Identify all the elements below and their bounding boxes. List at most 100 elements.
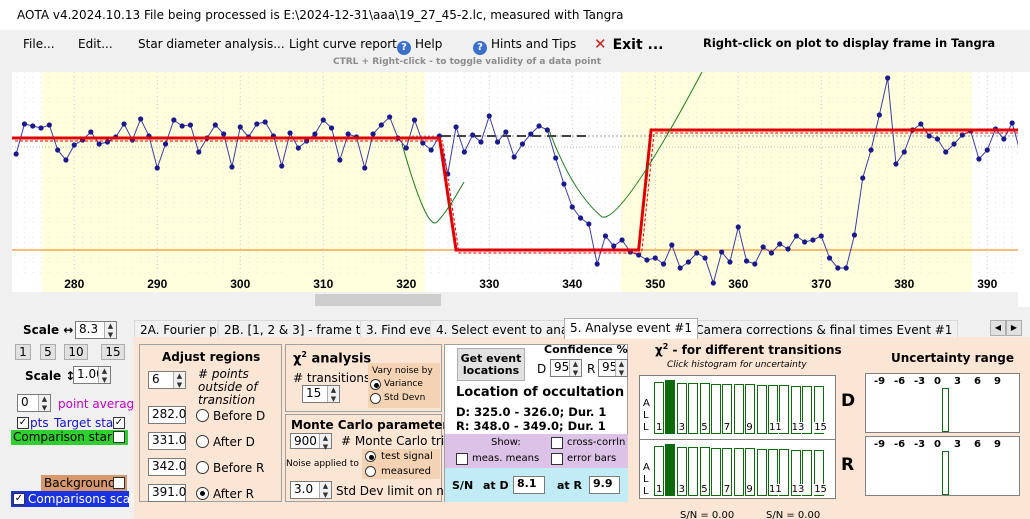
step-15-button[interactable]: 15 <box>101 344 125 360</box>
step-5-button[interactable]: 5 <box>40 344 56 360</box>
histogram-bar[interactable] <box>768 385 778 434</box>
histogram-bar[interactable] <box>722 383 733 434</box>
tab-select-event[interactable]: 4. Select event to analyse <box>430 320 599 338</box>
menu-file[interactable]: File... <box>23 37 55 51</box>
histogram-bar[interactable] <box>733 384 744 434</box>
menu-light-curve-report[interactable]: Light curve report <box>289 37 397 51</box>
histogram-bar[interactable] <box>665 380 676 434</box>
pts-checkbox[interactable]: ✓ <box>17 417 29 429</box>
histogram-bar[interactable] <box>688 382 699 434</box>
get-event-locations-button[interactable]: Get event locations <box>457 348 525 381</box>
spin-arrows-icon[interactable]: ▲ ▼ <box>615 360 627 377</box>
spin-arrows-icon[interactable]: ▲ ▼ <box>569 360 581 377</box>
confidence-d-input[interactable]: 95 ▲ ▼ <box>550 359 582 377</box>
light-curve-plot[interactable]: 280 290 300 310 320 330 340 350 360 370 380 390 <box>12 72 1018 292</box>
histogram-bar[interactable] <box>802 449 813 496</box>
tab-frame-test[interactable]: 2B. [1, 2 & 3] - frame test <box>218 320 385 338</box>
uncertainty-r-plot[interactable]: -9 -6 -3 0 3 6 9 <box>865 436 1020 496</box>
test-signal-label: test signal <box>381 451 433 462</box>
tab-scroll-left-icon[interactable]: ◀ <box>990 320 1006 336</box>
histogram-bar[interactable] <box>813 450 824 496</box>
menu-edit[interactable]: Edit... <box>78 37 113 51</box>
scrollbar-thumb[interactable] <box>315 294 441 306</box>
point-average-input[interactable]: 0 ▲ ▼ <box>17 394 51 412</box>
histogram-bar[interactable] <box>722 447 733 496</box>
step-10-button[interactable]: 10 <box>64 344 88 360</box>
histogram-bar[interactable] <box>676 382 687 434</box>
histogram-bar[interactable] <box>802 385 813 434</box>
meas-means-checkbox[interactable] <box>456 453 468 465</box>
histogram-bar[interactable] <box>779 449 790 496</box>
target-star-checkbox[interactable]: ✓ <box>113 417 125 429</box>
comparison-star-checkbox[interactable] <box>113 431 125 443</box>
before-d-radio[interactable] <box>196 409 209 422</box>
before-r-input[interactable]: 342.0 <box>148 458 186 476</box>
after-r-radio[interactable] <box>196 487 209 500</box>
scale-v-input[interactable]: 1.00 ▲ ▼ <box>73 366 111 384</box>
spin-arrows-icon[interactable]: ▲ ▼ <box>38 395 50 412</box>
spin-arrows-icon[interactable]: ▲ ▼ <box>319 482 331 499</box>
menu-hints[interactable]: ? Hints and Tips <box>473 37 576 55</box>
histogram-bar[interactable] <box>779 385 790 434</box>
cross-corrln-checkbox[interactable] <box>551 437 563 449</box>
spin-arrows-icon[interactable]: ▲ ▼ <box>327 386 339 403</box>
test-signal-radio[interactable] <box>365 451 376 462</box>
menu-star-diameter[interactable]: Star diameter analysis... <box>138 37 285 51</box>
spin-arrows-icon[interactable]: ▲ ▼ <box>104 322 116 339</box>
trials-input[interactable]: 900 ▲ ▼ <box>290 433 332 451</box>
menu-help[interactable]: ? Help <box>397 37 442 55</box>
histogram-bar[interactable] <box>790 385 801 434</box>
scale-h-input[interactable]: 8.3 ▲ ▼ <box>75 321 117 339</box>
after-d-radio[interactable] <box>196 435 209 448</box>
histogram-bar[interactable] <box>711 383 721 434</box>
spin-arrows-icon[interactable]: ▲ ▼ <box>98 367 110 384</box>
std-devn-radio[interactable] <box>370 393 381 404</box>
after-r-input[interactable]: 391.0 <box>148 484 186 502</box>
before-d-input[interactable]: 282.0 <box>148 406 186 424</box>
histogram-bar[interactable] <box>790 449 801 496</box>
histogram-bar[interactable] <box>688 446 699 496</box>
before-r-radio[interactable] <box>196 461 209 474</box>
variance-radio[interactable] <box>370 379 381 390</box>
after-d-input[interactable]: 331.0 <box>148 432 186 450</box>
step-1-button[interactable]: 1 <box>15 344 31 360</box>
chi-symbol: χ <box>293 351 302 367</box>
histogram-bar[interactable] <box>813 386 824 434</box>
std-limit-input[interactable]: 3.0 ▲ ▼ <box>290 481 332 499</box>
histogram-bar[interactable] <box>699 383 710 434</box>
background-checkbox[interactable] <box>113 477 125 489</box>
menu-exit[interactable]: ✕ Exit ... <box>594 35 664 53</box>
chi-curve-d <box>401 143 465 224</box>
spin-arrows-icon[interactable]: ▲ ▼ <box>319 434 331 451</box>
horizontal-scrollbar[interactable] <box>12 292 1018 307</box>
histogram-bar[interactable] <box>654 446 664 496</box>
spin-arrows-icon[interactable]: ▲ ▼ <box>173 372 185 389</box>
comparisons-scaled-checkbox[interactable]: ✓ <box>13 493 25 505</box>
comparison-star-label: Comparison star 1 <box>13 430 124 444</box>
histogram-bar[interactable] <box>665 444 676 496</box>
transitions-input[interactable]: 15 ▲ ▼ <box>302 385 340 403</box>
tab-scroll-right-icon[interactable]: ▶ <box>1006 320 1022 336</box>
histogram-bar[interactable] <box>676 446 687 496</box>
histogram-bar[interactable] <box>745 448 756 496</box>
measured-radio[interactable] <box>365 466 376 477</box>
tab-camera-corrections[interactable]: 6. Camera corrections & final times Even… <box>674 320 959 338</box>
histogram-bar[interactable] <box>654 382 664 434</box>
uncertainty-tick-label: 6 <box>974 376 981 387</box>
points-outside-input[interactable]: 6 ▲ ▼ <box>148 371 186 389</box>
histogram-bar[interactable] <box>711 447 721 496</box>
histogram-bar[interactable] <box>756 448 767 496</box>
histogram-bar[interactable] <box>768 449 778 496</box>
histogram-bar[interactable] <box>756 384 767 434</box>
uncertainty-d-plot[interactable]: -9 -6 -3 0 3 6 9 <box>865 373 1020 433</box>
error-bars-checkbox[interactable] <box>551 453 563 465</box>
histogram-bar[interactable] <box>733 448 744 496</box>
data-point <box>777 241 783 247</box>
tab-fourier[interactable]: 2A. Fourier plot <box>134 320 239 338</box>
confidence-r-input[interactable]: 95 ▲ ▼ <box>598 359 628 377</box>
tab-analyse-event[interactable]: 5. Analyse event #1 <box>564 318 698 339</box>
histogram-bar[interactable] <box>699 447 710 496</box>
histogram-bar[interactable] <box>745 384 756 434</box>
